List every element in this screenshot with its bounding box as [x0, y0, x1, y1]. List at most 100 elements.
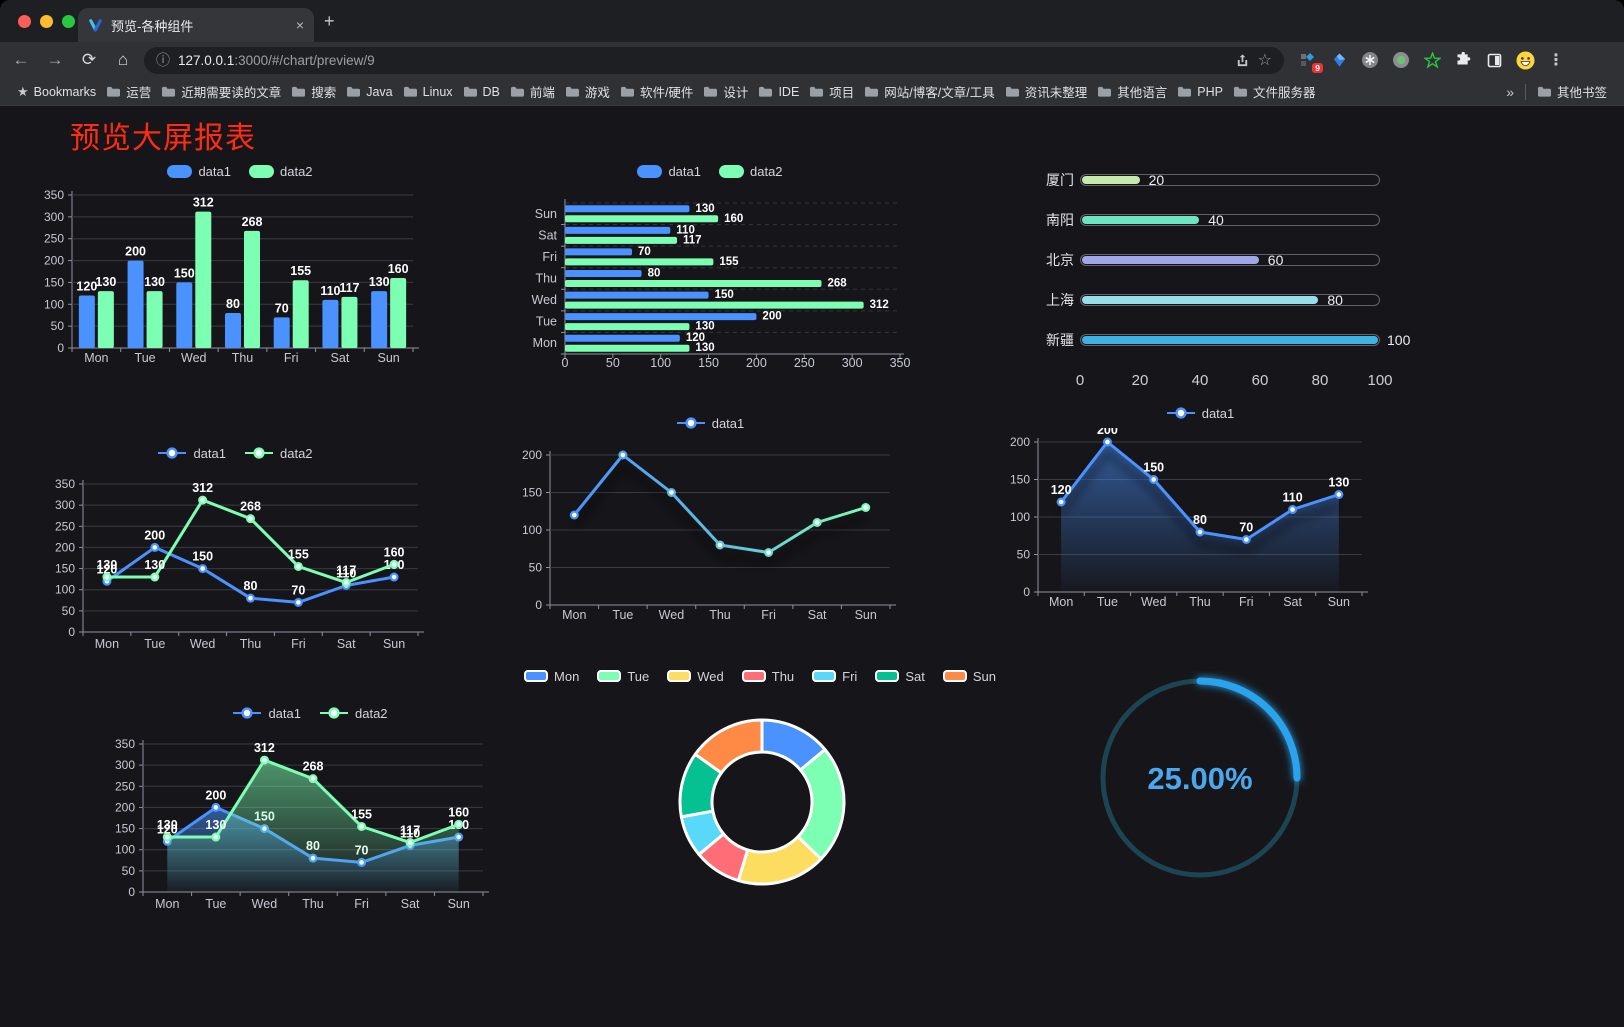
legend-item-Fri[interactable]: Fri — [812, 669, 857, 684]
extension-asterisk-icon[interactable] — [1360, 50, 1380, 70]
back-icon[interactable]: ← — [12, 50, 30, 69]
svg-text:300: 300 — [55, 498, 75, 512]
legend-item-Wed[interactable]: Wed — [667, 669, 724, 684]
svg-text:50: 50 — [51, 319, 65, 333]
bookmarks-overflow-chevron[interactable]: » — [1506, 83, 1514, 100]
legend-item-Sat[interactable]: Sat — [875, 669, 925, 684]
svg-text:300: 300 — [44, 210, 64, 224]
bookmark-item[interactable]: 搜索 — [286, 79, 341, 104]
svg-text:50: 50 — [606, 356, 620, 370]
close-window-button[interactable] — [18, 15, 31, 28]
svg-text:150: 150 — [115, 822, 135, 836]
svg-text:80: 80 — [244, 579, 258, 593]
profile-avatar[interactable] — [1515, 50, 1535, 70]
browser-tab[interactable]: 预览-各种组件 × — [78, 8, 314, 42]
legend-item-data1[interactable]: data1 — [676, 416, 744, 431]
folder-icon — [403, 86, 417, 97]
extension-kite-icon[interactable] — [1329, 50, 1349, 70]
legend-item-Mon[interactable]: Mon — [524, 669, 579, 684]
progress-fill — [1082, 216, 1200, 224]
bookmarks-manager[interactable]: ★ Bookmarks — [17, 83, 97, 99]
legend-item-data1[interactable]: data1 — [232, 706, 301, 721]
progress-value: 80 — [1327, 292, 1343, 308]
bookmark-item[interactable]: 网站/博客/文章/工具 — [859, 79, 999, 104]
svg-text:Sat: Sat — [538, 228, 557, 242]
bookmark-item[interactable]: 资讯未整理 — [1000, 79, 1093, 104]
bookmark-item[interactable]: 其他语言 — [1092, 79, 1172, 104]
extension-panel-icon[interactable] — [1484, 50, 1504, 70]
svg-text:250: 250 — [794, 356, 815, 370]
bookmark-item[interactable]: 近期需要读的文章 — [156, 79, 286, 104]
svg-text:80: 80 — [648, 268, 661, 280]
area-chart-single: data1 0 50 100 150 200 Mon Tue Wed Thu Fri Sat Sun 12… — [1000, 404, 1400, 628]
svg-text:Thu: Thu — [1189, 595, 1211, 609]
svg-text:160: 160 — [384, 545, 405, 559]
extension-record-icon[interactable] — [1391, 50, 1411, 70]
svg-text:100: 100 — [115, 843, 135, 857]
progress-row-新疆: 新疆 100 — [1040, 332, 1440, 348]
bookmark-item[interactable]: 运营 — [101, 79, 156, 104]
minimize-window-button[interactable] — [40, 15, 53, 28]
extension-puzzle-icon[interactable] — [1453, 50, 1473, 70]
bookmark-item[interactable]: Linux — [398, 82, 458, 102]
svg-text:200: 200 — [205, 788, 226, 802]
tab-close-icon[interactable]: × — [295, 17, 304, 33]
bookmark-item[interactable]: IDE — [753, 82, 804, 102]
legend-item-data2[interactable]: data2 — [719, 164, 783, 179]
svg-text:150: 150 — [55, 562, 75, 576]
pie-slice-Sun[interactable] — [693, 718, 764, 775]
legend-item-data2[interactable]: data2 — [319, 706, 388, 721]
site-info-icon[interactable]: ⓘ — [156, 52, 170, 68]
address-bar[interactable]: ⓘ 127.0.0.1:3000/#/chart/preview/9 ☆ — [144, 46, 1284, 74]
progress-row-上海: 上海 80 — [1040, 292, 1440, 308]
legend-item-data1[interactable]: data1 — [157, 446, 226, 461]
svg-text:250: 250 — [55, 519, 75, 533]
share-icon[interactable] — [1235, 53, 1250, 68]
svg-text:Thu: Thu — [709, 608, 731, 622]
svg-text:120: 120 — [1051, 483, 1072, 497]
legend-item-data2[interactable]: data2 — [244, 446, 313, 461]
tab-favicon-icon — [89, 18, 102, 31]
bookmark-item[interactable]: 软件/硬件 — [615, 79, 698, 104]
progress-track: 40 — [1080, 212, 1380, 228]
bookmark-item[interactable]: Java — [341, 82, 397, 102]
bookmark-item[interactable]: 游戏 — [560, 79, 615, 104]
bookmark-item[interactable]: 设计 — [698, 79, 753, 104]
svg-text:Sun: Sun — [1328, 595, 1350, 609]
bookmark-star-icon[interactable]: ☆ — [1257, 52, 1272, 69]
svg-text:Sun: Sun — [383, 637, 405, 651]
legend-item-Tue[interactable]: Tue — [597, 669, 649, 684]
svg-text:110: 110 — [336, 566, 356, 580]
svg-text:120: 120 — [157, 822, 178, 836]
bookmark-item[interactable]: 文件服务器 — [1228, 79, 1321, 104]
svg-text:200: 200 — [762, 311, 781, 323]
svg-text:150: 150 — [1010, 473, 1030, 487]
bookmark-item[interactable]: PHP — [1172, 82, 1228, 102]
svg-text:350: 350 — [115, 737, 135, 751]
extension-star-icon[interactable] — [1422, 50, 1442, 70]
legend-item-data1[interactable]: data1 — [1166, 406, 1234, 421]
legend-item-data2[interactable]: data2 — [249, 164, 313, 179]
home-icon[interactable]: ⌂ — [117, 50, 129, 69]
new-tab-button[interactable]: + — [324, 11, 335, 31]
legend-item-Sun[interactable]: Sun — [942, 669, 996, 684]
progress-fill — [1082, 296, 1319, 304]
legend-item-Thu[interactable]: Thu — [741, 669, 794, 684]
bookmark-item[interactable]: 项目 — [804, 79, 859, 104]
bookmark-item[interactable]: 前端 — [505, 79, 560, 104]
forward-icon[interactable]: → — [46, 50, 64, 69]
chart-legend: Mon Tue Wed Thu Fri Sat Sun — [524, 667, 996, 685]
other-bookmarks-folder[interactable]: 其他书签 — [1532, 79, 1612, 104]
bookmark-item[interactable]: DB — [458, 82, 505, 102]
svg-text:100: 100 — [650, 356, 671, 370]
reload-icon[interactable]: ⟳ — [81, 50, 97, 69]
extension-grid-icon[interactable]: 9 — [1298, 50, 1323, 73]
legend-item-data1[interactable]: data1 — [637, 164, 701, 179]
svg-text:Sun: Sun — [855, 608, 877, 622]
menu-dots-icon[interactable]: ⋮ — [1548, 52, 1564, 69]
page-title: 预览大屏报表 — [70, 122, 256, 155]
legend-item-data1[interactable]: data1 — [167, 164, 231, 179]
maximize-window-button[interactable] — [62, 15, 75, 28]
progress-label: 新疆 — [1046, 332, 1074, 348]
